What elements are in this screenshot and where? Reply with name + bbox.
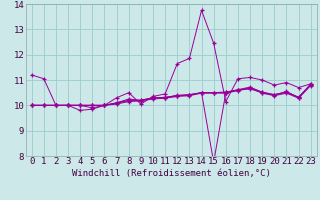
X-axis label: Windchill (Refroidissement éolien,°C): Windchill (Refroidissement éolien,°C) [72,169,271,178]
